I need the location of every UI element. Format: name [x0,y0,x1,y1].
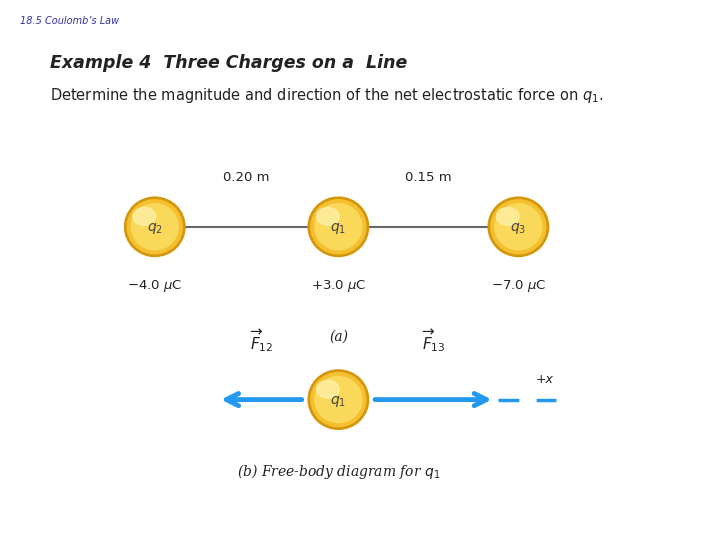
Text: (a): (a) [329,329,348,343]
Ellipse shape [315,204,362,250]
Ellipse shape [308,197,369,256]
Text: 0.20 m: 0.20 m [223,171,270,184]
Text: $\overrightarrow{F}_{13}$: $\overrightarrow{F}_{13}$ [422,327,445,354]
Text: $\overrightarrow{F}_{12}$: $\overrightarrow{F}_{12}$ [250,327,273,354]
Ellipse shape [315,376,362,423]
Text: Determine the magnitude and direction of the net electrostatic force on $q_1$.: Determine the magnitude and direction of… [50,86,604,105]
Ellipse shape [311,200,366,254]
Text: $-4.0\ \mu$C: $-4.0\ \mu$C [127,278,183,294]
Ellipse shape [495,204,542,250]
Text: $+3.0\ \mu$C: $+3.0\ \mu$C [310,278,366,294]
Text: Example 4  Three Charges on a  Line: Example 4 Three Charges on a Line [50,54,408,72]
Text: (b) Free-body diagram for $q_1$: (b) Free-body diagram for $q_1$ [237,462,440,481]
Ellipse shape [131,204,179,250]
Ellipse shape [308,370,369,429]
Text: $q_1$: $q_1$ [330,221,346,236]
Ellipse shape [317,207,339,225]
Text: $-7.0\ \mu$C: $-7.0\ \mu$C [490,278,546,294]
Text: 18.5 Coulomb’s Law: 18.5 Coulomb’s Law [20,16,120,26]
Text: $q_2$: $q_2$ [147,221,163,236]
Text: $q_1$: $q_1$ [330,394,346,409]
Text: +x: +x [536,373,554,386]
Ellipse shape [497,207,519,225]
Ellipse shape [127,200,182,254]
Ellipse shape [317,380,339,398]
Ellipse shape [491,200,546,254]
Text: 0.15 m: 0.15 m [405,171,451,184]
Ellipse shape [133,207,156,225]
Ellipse shape [488,197,549,256]
Ellipse shape [125,197,185,256]
Text: $q_3$: $q_3$ [510,221,526,236]
Ellipse shape [311,373,366,427]
